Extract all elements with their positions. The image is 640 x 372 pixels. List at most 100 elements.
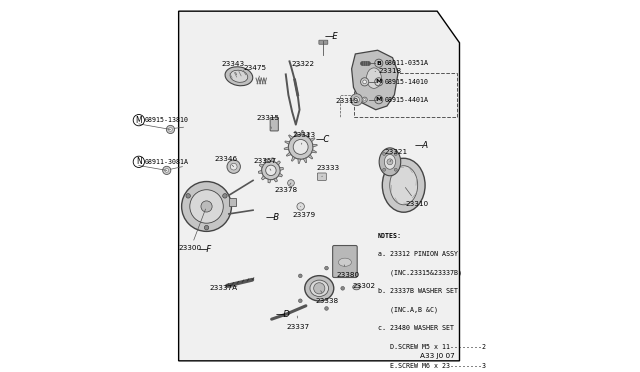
Text: 23343: 23343 (221, 61, 244, 75)
Polygon shape (264, 159, 268, 163)
Text: 08011-0351A: 08011-0351A (385, 60, 428, 66)
Polygon shape (286, 152, 291, 156)
Polygon shape (284, 147, 289, 150)
Circle shape (165, 169, 168, 172)
Circle shape (364, 99, 365, 101)
Circle shape (383, 153, 386, 155)
Circle shape (182, 182, 232, 231)
FancyBboxPatch shape (229, 198, 236, 206)
FancyBboxPatch shape (270, 118, 278, 131)
Text: 23300: 23300 (179, 209, 205, 251)
Text: 23333: 23333 (317, 165, 340, 177)
Text: 23318: 23318 (375, 68, 401, 74)
Polygon shape (278, 173, 282, 177)
Text: A33 J0 07: A33 J0 07 (420, 353, 454, 359)
Polygon shape (276, 161, 280, 165)
Text: —D: —D (276, 310, 291, 319)
Circle shape (383, 168, 386, 171)
Text: 08915-13810: 08915-13810 (145, 117, 188, 123)
Circle shape (351, 94, 362, 106)
Circle shape (230, 163, 237, 170)
Text: (INC.23315&23337B): (INC.23315&23337B) (378, 270, 461, 276)
Text: 23475: 23475 (243, 65, 266, 77)
Text: 08911-3081A: 08911-3081A (145, 159, 188, 165)
Polygon shape (289, 135, 293, 139)
Polygon shape (259, 170, 262, 173)
Polygon shape (351, 50, 398, 110)
Ellipse shape (379, 148, 401, 176)
Text: 23378: 23378 (274, 183, 298, 193)
Circle shape (394, 153, 397, 155)
Ellipse shape (353, 285, 360, 290)
Ellipse shape (382, 158, 425, 212)
Circle shape (341, 286, 344, 290)
Circle shape (298, 299, 302, 303)
Polygon shape (303, 158, 307, 163)
Circle shape (266, 165, 276, 176)
FancyBboxPatch shape (317, 173, 326, 180)
Circle shape (387, 159, 393, 165)
Text: 23310: 23310 (405, 187, 429, 207)
Polygon shape (294, 131, 298, 136)
Polygon shape (308, 155, 313, 159)
Text: 08915-14010: 08915-14010 (385, 79, 428, 85)
Text: —C: —C (316, 135, 330, 144)
FancyBboxPatch shape (333, 246, 357, 278)
Circle shape (363, 80, 367, 84)
Polygon shape (274, 178, 278, 182)
Circle shape (289, 135, 313, 159)
Text: 23302: 23302 (353, 283, 376, 289)
Circle shape (201, 201, 212, 212)
Text: a. 23312 PINION ASSY: a. 23312 PINION ASSY (378, 251, 458, 257)
Circle shape (324, 266, 328, 270)
FancyBboxPatch shape (319, 40, 328, 44)
Circle shape (204, 225, 209, 230)
Text: D.SCREW M5 x 11--------2: D.SCREW M5 x 11--------2 (378, 344, 486, 350)
Circle shape (223, 194, 227, 198)
Text: —A: —A (415, 141, 429, 150)
Text: 23379: 23379 (293, 206, 316, 218)
Ellipse shape (390, 166, 418, 205)
Polygon shape (312, 150, 316, 153)
Circle shape (293, 140, 308, 154)
Circle shape (353, 97, 360, 103)
Circle shape (190, 190, 223, 223)
Circle shape (297, 203, 305, 210)
Text: NOTES:: NOTES: (378, 232, 402, 238)
Text: 23315: 23315 (257, 115, 280, 128)
Text: M: M (376, 79, 382, 84)
Text: c. 23480 WASHER SET: c. 23480 WASHER SET (378, 326, 454, 331)
Text: 23357: 23357 (253, 158, 276, 170)
Text: 08915-4401A: 08915-4401A (385, 97, 428, 103)
Polygon shape (306, 133, 310, 137)
Circle shape (163, 166, 171, 174)
Ellipse shape (225, 67, 253, 86)
Circle shape (314, 283, 325, 294)
Text: 23322: 23322 (292, 61, 315, 67)
Polygon shape (268, 179, 271, 183)
Text: 23313: 23313 (293, 132, 316, 144)
Polygon shape (301, 131, 303, 135)
Ellipse shape (230, 70, 248, 82)
Ellipse shape (305, 276, 334, 301)
Ellipse shape (367, 68, 381, 89)
Polygon shape (312, 144, 317, 147)
Text: b. 23337B WASHER SET: b. 23337B WASHER SET (378, 288, 458, 294)
Circle shape (227, 160, 241, 173)
Text: M: M (376, 97, 382, 102)
Polygon shape (280, 167, 284, 170)
Text: —B: —B (266, 213, 280, 222)
Text: —E: —E (325, 32, 339, 41)
Circle shape (166, 125, 175, 134)
Text: (INC.A,B &C): (INC.A,B &C) (378, 307, 438, 313)
Text: 23338: 23338 (315, 291, 339, 304)
Polygon shape (259, 164, 264, 167)
Polygon shape (298, 159, 301, 163)
Text: 23321: 23321 (385, 149, 408, 162)
Circle shape (168, 128, 172, 131)
Text: 23337: 23337 (287, 316, 310, 330)
Circle shape (287, 180, 294, 186)
Text: M: M (136, 116, 142, 125)
Text: E.SCREW M6 x 23--------3: E.SCREW M6 x 23--------3 (378, 363, 486, 369)
Circle shape (324, 307, 328, 310)
